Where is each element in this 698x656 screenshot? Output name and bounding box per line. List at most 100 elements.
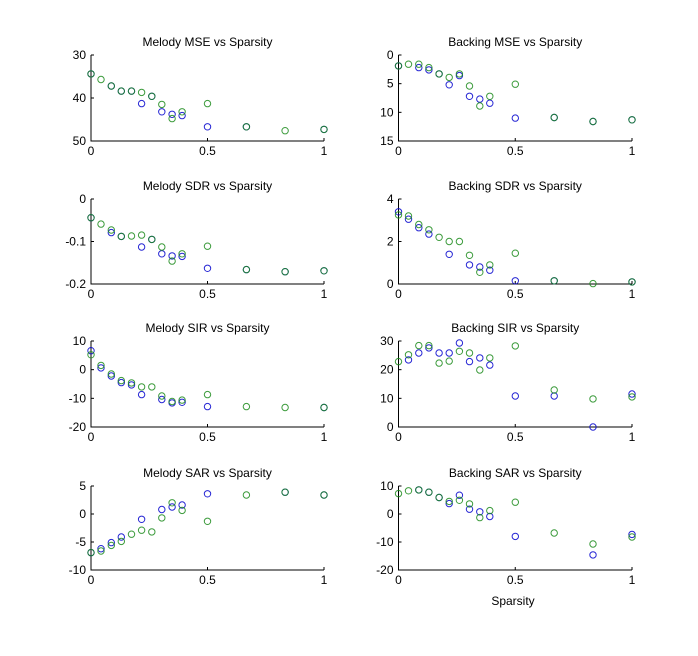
data-point [394,62,403,70]
data-point [394,357,403,366]
data-point [117,533,126,541]
y-tick-label: -20 [376,563,394,577]
x-tick-label: 0.5 [199,573,216,587]
data-point [97,364,105,372]
series-green [394,486,636,548]
data-point [445,497,453,506]
data-point [97,545,105,553]
subplot-title: Melody SIR vs Sparsity [145,321,269,335]
x-tick-label: 0 [395,430,402,444]
y-tick-label: 10 [380,391,394,405]
x-tick-label: 0 [88,287,95,301]
data-point [148,528,156,536]
data-point [476,268,484,276]
data-point [425,63,433,72]
data-point [87,351,95,359]
data-point [589,551,597,559]
data-point [203,517,212,525]
data-point [486,266,494,274]
data-point [203,242,212,250]
data-point [425,488,433,496]
y-tick-label: 10 [380,479,394,493]
data-point [511,80,519,88]
data-point [589,279,597,288]
data-point [97,361,105,370]
data-point [158,100,166,109]
data-point [394,208,403,216]
data-point [117,378,126,387]
data-point [445,357,453,365]
data-point [486,506,494,515]
x-tick-label: 1 [629,430,636,444]
x-tick-label: 1 [629,287,636,301]
data-point [127,381,136,389]
data-point [117,232,126,241]
data-point [168,499,176,507]
data-point [394,211,403,219]
y-tick-label: 0 [387,507,394,521]
data-point [589,117,597,126]
x-tick-label: 0.5 [199,144,216,158]
data-point [127,379,136,387]
data-point [178,398,186,406]
data-point [486,361,494,369]
data-point [107,226,116,234]
data-point [168,503,176,511]
subplot-title: Backing MSE vs Sparsity [448,35,582,49]
data-point [87,70,95,78]
data-point [320,491,328,499]
series-blue [87,214,328,276]
data-point [168,114,176,123]
data-point [465,500,474,508]
series-blue [394,62,636,126]
x-tick-label: 0 [395,287,402,301]
y-tick-label: 0 [79,363,86,377]
data-point [137,243,146,251]
data-point [628,278,636,286]
data-point [178,108,186,116]
data-point [511,498,519,506]
data-point [486,92,494,101]
axes-spine [90,55,324,142]
data-point [455,237,464,246]
x-tick-label: 0 [88,144,95,158]
data-point [550,386,558,394]
x-tick-label: 0 [395,144,402,158]
series-green [87,214,328,276]
data-point [137,390,146,399]
y-tick-label: -10 [376,535,394,549]
y-tick-label: 0 [387,48,394,62]
data-point [455,496,464,504]
data-point [158,243,166,251]
data-point [242,402,251,411]
subplot-title: Melody MSE vs Sparsity [142,35,272,49]
axes-spine [398,55,632,142]
data-point [455,491,464,499]
data-point [107,372,116,380]
y-tick-label: 0 [79,192,86,206]
data-point [435,233,443,242]
axes-spine [398,341,632,428]
data-point [107,82,116,90]
data-point [465,82,474,90]
subplot-melody-sar: Melody SAR vs Sparsity 0 0.5 1 5 0 -5 -10 [69,466,328,587]
data-point [511,277,519,285]
data-point [550,113,558,122]
data-point [137,526,146,534]
data-point [465,261,474,269]
data-point [107,538,116,547]
data-point [445,499,453,508]
axes-spine [398,199,632,285]
data-point [476,102,484,110]
y-tick-label: 5 [387,77,394,91]
series-green [87,70,328,135]
data-point [425,344,433,352]
x-tick-label: 0.5 [199,287,216,301]
x-tick-label: 1 [321,430,328,444]
data-point [107,541,116,550]
data-point [148,235,156,244]
series-blue [415,486,636,559]
data-point [404,356,413,364]
data-point [203,402,212,411]
